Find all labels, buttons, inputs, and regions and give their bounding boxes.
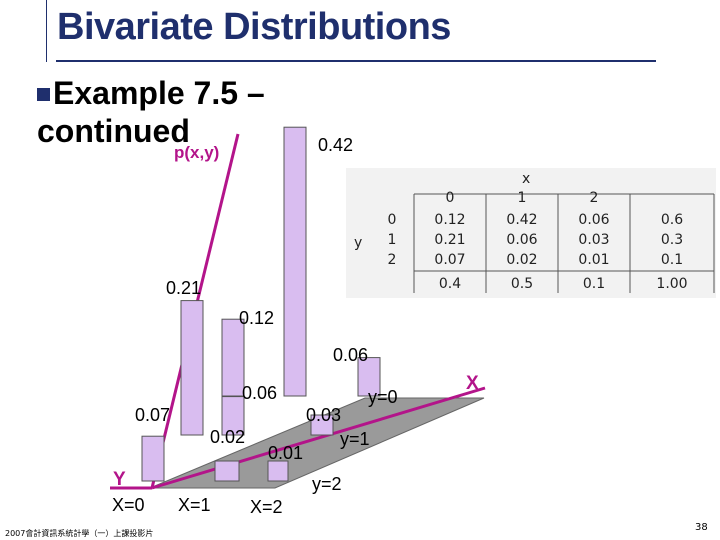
- table-x-header: x: [522, 171, 530, 187]
- table-cell-r2-c1: 0.02: [506, 252, 537, 268]
- continued-text: continued: [37, 113, 190, 149]
- table-y-value-2: 2: [388, 252, 397, 268]
- example-heading: Example 7.5 –: [37, 75, 265, 112]
- y2-label: y=2: [312, 474, 342, 494]
- bar-value-x2-y0: 0.06: [333, 345, 369, 365]
- title-underline: [56, 60, 656, 62]
- table-cell-r2-c0: 0.07: [434, 252, 465, 268]
- page-number: 38: [695, 522, 708, 533]
- bar-x2-y1: [310, 414, 334, 436]
- table-cell-r0-c0: 0.12: [434, 212, 465, 228]
- table-total-c1: 0.5: [511, 276, 533, 292]
- bar-value-x0-y1: 0.21: [166, 278, 202, 298]
- table-cell-r2-c2: 0.01: [578, 252, 609, 268]
- table-x-value-2: 2: [590, 190, 599, 206]
- table-cell-r2-c3: 0.1: [661, 252, 683, 268]
- example-heading-text: Example 7.5 –: [53, 75, 265, 111]
- x1-label: X=1: [178, 495, 211, 515]
- table-total-c2: 0.1: [583, 276, 605, 292]
- table-x-value-0: 0: [446, 190, 455, 206]
- table-cell-r1-c2: 0.03: [578, 232, 609, 248]
- bullet-icon: [37, 88, 50, 101]
- table-total-c0: 0.4: [439, 276, 461, 292]
- table-x-value-1: 1: [518, 190, 527, 206]
- bars-layer: [141, 126, 381, 482]
- joint-probability-table: x 0 1 2 y 0 1 2 0.12 0.42 0.06 0.6 0.21 0.06 0…: [346, 168, 716, 298]
- bar-x0-y1: [180, 300, 204, 436]
- title-left-rule: [46, 0, 47, 62]
- y-axis-letter: Y: [113, 469, 126, 490]
- bar-value-x1-y0: 0.42: [318, 135, 354, 155]
- bar-value-x0-y0: 0.12: [239, 308, 275, 328]
- table-cell-r1-c3: 0.3: [661, 232, 683, 248]
- x0-label: X=0: [112, 495, 145, 515]
- bar-x0-y2: [141, 435, 165, 482]
- bar-x1-y2: [214, 460, 240, 482]
- bar-value-x2-y1: 0.03: [306, 405, 342, 425]
- y1-label: y=1: [340, 429, 370, 449]
- bar-value-x0-y2: 0.07: [135, 405, 171, 425]
- table-cell-r1-c0: 0.21: [434, 232, 465, 248]
- z-axis-label: p(x,y): [174, 143, 220, 162]
- bar-x2-y2: [267, 460, 289, 482]
- table-graphic: x 0 1 2 y 0 1 2 0.12 0.42 0.06 0.60.21 0.06 0…: [354, 171, 715, 293]
- footer-text: 2007會計資訊系統計學（一）上課投影片: [5, 529, 154, 538]
- table-cell-r0-c2: 0.06: [578, 212, 609, 228]
- table-cell-r0-c1: 0.42: [506, 212, 537, 228]
- table-y-header: y: [354, 235, 362, 251]
- bar-x2-y0: [357, 357, 381, 397]
- slide-title: Bivariate Distributions: [57, 6, 451, 48]
- table-cell-r1-c1: 0.06: [506, 232, 537, 248]
- bar-value-x2-y2: 0.01: [268, 443, 304, 463]
- table-y-value-0: 0: [388, 212, 397, 228]
- bar-x1-y0: [283, 126, 307, 397]
- y0-label: y=0: [368, 387, 398, 407]
- bar-x0-y0: [221, 318, 245, 397]
- bar-value-x1-y2: 0.02: [210, 427, 246, 447]
- bar-x1-y1: [221, 396, 245, 436]
- table-y-value-1: 1: [388, 232, 397, 248]
- bar-value-x1-y1: 0.06: [242, 383, 278, 403]
- x-axis-letter: X: [466, 373, 479, 394]
- table-total-c3: 1.00: [656, 276, 687, 292]
- x2-label: X=2: [250, 497, 283, 517]
- table-cells: 0.12 0.42 0.06 0.6 0.21 0.06 0.03 0.3 0.07 0.02 0.…: [434, 212, 687, 292]
- table-cell-r0-c3: 0.6: [661, 212, 683, 228]
- x-axis-line: [151, 386, 486, 490]
